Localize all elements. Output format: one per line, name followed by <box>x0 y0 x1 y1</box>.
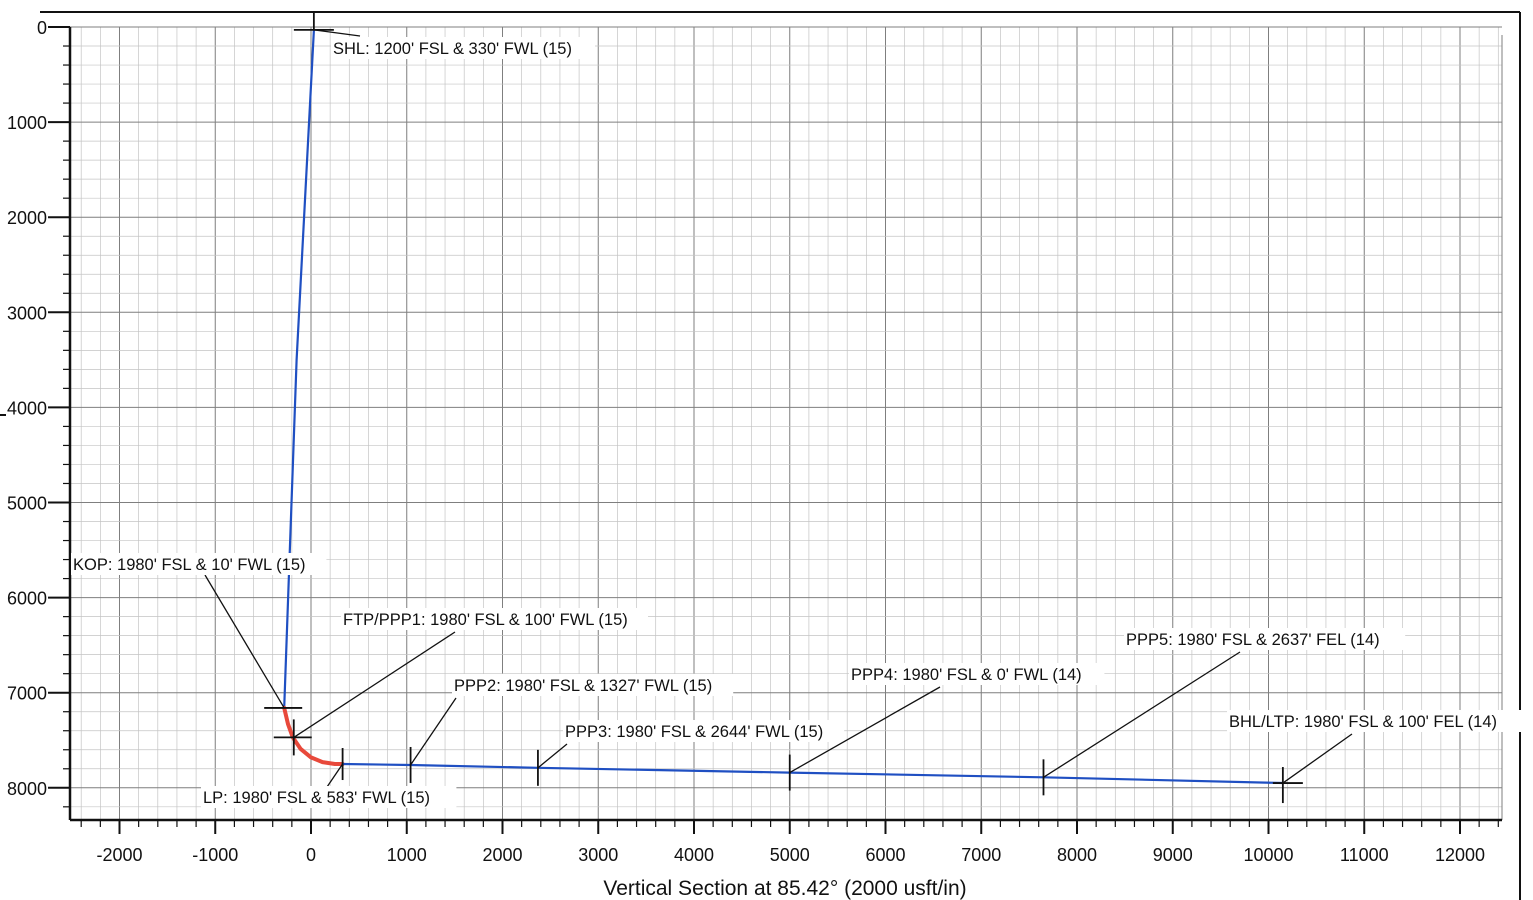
x-tick-label: 10000 <box>1243 845 1293 865</box>
leader-line <box>326 763 344 788</box>
annotation-text: PPP2: 1980' FSL & 1327' FWL (15) <box>454 677 712 695</box>
annotation-text: SHL: 1200' FSL & 330' FWL (15) <box>333 40 572 58</box>
label-background <box>341 608 648 630</box>
x-axis-title: Vertical Section at 85.42° (2000 usft/in… <box>603 877 966 900</box>
label-background <box>849 663 1105 685</box>
x-tick-label: -1000 <box>192 845 238 865</box>
annotation-kop: KOP: 1980' FSL & 10' FWL (15) <box>71 553 327 709</box>
series-build-curve <box>282 705 345 766</box>
x-tick-label: 3000 <box>578 845 618 865</box>
x-tick-label: 1000 <box>387 845 427 865</box>
annotation-ppp4: PPP4: 1980' FSL & 0' FWL (14) <box>789 663 1105 774</box>
leader-line <box>1043 651 1241 778</box>
annotation-shl: SHL: 1200' FSL & 330' FWL (15) <box>313 29 595 59</box>
annotation-ppp3: PPP3: 1980' FSL & 2644' FWL (15) <box>537 720 845 769</box>
x-tick-label: 2000 <box>482 845 522 865</box>
annotation-text: PPP5: 1980' FSL & 2637' FEL (14) <box>1126 631 1380 649</box>
label-background <box>201 786 457 808</box>
annotation-ftp-ppp1: FTP/PPP1: 1980' FSL & 100' FWL (15) <box>293 608 648 738</box>
y-tick-label: 0 <box>37 18 47 38</box>
y-tick-label: 5000 <box>7 494 47 514</box>
label-background <box>71 553 327 575</box>
x-tick-label: 12000 <box>1435 845 1485 865</box>
leader-line <box>789 686 941 774</box>
chart-frame <box>0 11 1521 900</box>
x-tick-label: 0 <box>306 845 316 865</box>
annotation-text: LP: 1980' FSL & 583' FWL (15) <box>203 789 430 807</box>
chart-annotations: SHL: 1200' FSL & 330' FWL (15) KOP: 1980'… <box>71 29 1526 808</box>
leader-line <box>204 574 285 709</box>
annotation-text: FTP/PPP1: 1980' FSL & 100' FWL (15) <box>343 611 628 629</box>
series-vertical-section <box>283 28 315 710</box>
chart-series <box>282 28 1285 785</box>
leader-line <box>537 743 568 769</box>
label-background <box>452 674 734 696</box>
annotation-ppp5: PPP5: 1980' FSL & 2637' FEL (14) <box>1043 628 1406 778</box>
annotation-lp: LP: 1980' FSL & 583' FWL (15) <box>201 763 457 808</box>
label-background <box>1124 628 1406 650</box>
y-tick-label: 3000 <box>7 303 47 323</box>
label-background <box>331 37 595 59</box>
y-tick-label: 6000 <box>7 589 47 609</box>
leader-line <box>410 697 457 766</box>
chart-axes: 0 1000 2000 3000 4000 5000 6000 7000 8000 -2000 -1… <box>7 18 1502 865</box>
annotation-bhl-ltp: BHL/LTP: 1980' FSL & 100' FEL (14) <box>1227 710 1526 784</box>
x-tick-label: 7000 <box>961 845 1001 865</box>
label-background <box>563 720 845 742</box>
x-tick-label: 4000 <box>674 845 714 865</box>
annotation-text: KOP: 1980' FSL & 10' FWL (15) <box>73 556 306 574</box>
annotation-text: BHL/LTP: 1980' FSL & 100' FEL (14) <box>1229 713 1497 731</box>
annotation-text: PPP3: 1980' FSL & 2644' FWL (15) <box>565 723 823 741</box>
x-tick-label: 5000 <box>770 845 810 865</box>
annotation-ppp2: PPP2: 1980' FSL & 1327' FWL (15) <box>410 674 734 766</box>
y-tick-label: 1000 <box>7 113 47 133</box>
leader-line <box>1282 733 1353 784</box>
y-tick-label: 8000 <box>7 779 47 799</box>
label-background <box>1227 710 1526 732</box>
x-tick-label: 9000 <box>1153 845 1193 865</box>
x-tick-label: -2000 <box>96 845 142 865</box>
x-tick-label: 6000 <box>865 845 905 865</box>
leader-line <box>313 29 361 37</box>
x-tick-label: 8000 <box>1057 845 1097 865</box>
y-tick-label: 2000 <box>7 208 47 228</box>
y-tick-label: 7000 <box>7 684 47 704</box>
leader-line <box>293 631 456 738</box>
y-tick-label: 4000 <box>7 398 47 418</box>
series-lateral-section <box>341 762 1285 785</box>
annotation-text: PPP4: 1980' FSL & 0' FWL (14) <box>851 666 1082 684</box>
x-tick-label: 11000 <box>1340 845 1389 865</box>
